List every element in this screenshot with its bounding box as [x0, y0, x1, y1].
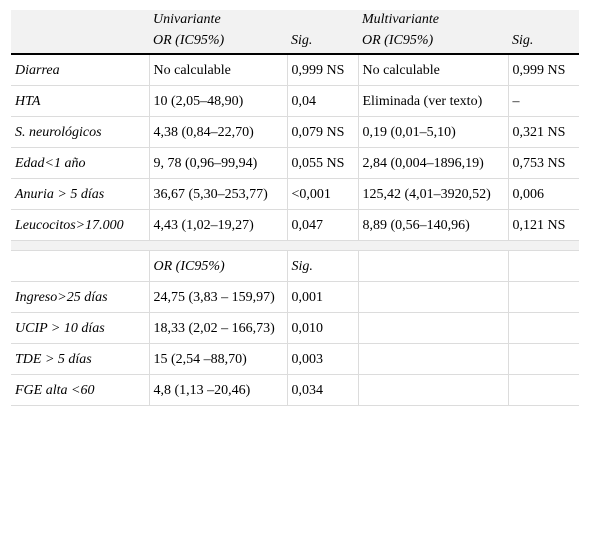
multi-sig-cell: 0,999 NS — [507, 54, 579, 86]
uni-sig-cell: <0,001 — [286, 178, 358, 210]
sig-cell: 0,034 — [286, 374, 358, 406]
sig-cell: 0,010 — [286, 312, 358, 344]
section-gap-row — [11, 240, 579, 251]
uni-sig-cell: 0,079 NS — [286, 116, 358, 148]
gap-cell — [287, 240, 358, 251]
results-table: Univariante Multivariante OR (IC95%) Sig… — [11, 10, 579, 406]
header-empty-cell — [11, 10, 149, 31]
multi-sig-cell: 0,753 NS — [507, 147, 579, 179]
multi-or-cell: 2,84 (0,004–1896,19) — [357, 147, 508, 179]
multi-or-cell: 8,89 (0,56–140,96) — [357, 209, 508, 241]
uni-sig-cell: 0,999 NS — [286, 54, 358, 86]
header-empty-cell — [11, 31, 149, 55]
results-table-container: Univariante Multivariante OR (IC95%) Sig… — [11, 10, 579, 406]
header-uni-sig: Sig. — [287, 31, 358, 55]
multi-sig-cell: 0,321 NS — [507, 116, 579, 148]
table-header: Univariante Multivariante OR (IC95%) Sig… — [11, 10, 579, 55]
empty-cell — [357, 250, 508, 282]
multi-sig-cell: – — [507, 85, 579, 117]
header-row-columns: OR (IC95%) Sig. OR (IC95%) Sig. — [11, 31, 579, 55]
row-label: Anuria > 5 días — [11, 178, 149, 210]
gap-cell — [508, 240, 579, 251]
header-multi-or: OR (IC95%) — [358, 31, 508, 55]
subheader-empty-cell — [11, 250, 149, 282]
multi-sig-cell: 0,121 NS — [507, 209, 579, 241]
empty-cell — [357, 343, 508, 375]
multi-or-cell: 0,19 (0,01–5,10) — [357, 116, 508, 148]
empty-cell — [357, 281, 508, 313]
uni-or-cell: 36,67 (5,30–253,77) — [148, 178, 287, 210]
empty-cell — [507, 374, 579, 406]
header-multivariante: Multivariante — [358, 10, 579, 31]
empty-cell — [357, 374, 508, 406]
table-row: TDE > 5 días 15 (2,54 –88,70) 0,003 — [11, 343, 579, 375]
uni-or-cell: 10 (2,05–48,90) — [148, 85, 287, 117]
multi-or-cell: Eliminada (ver texto) — [357, 85, 508, 117]
empty-cell — [507, 312, 579, 344]
multi-sig-cell: 0,006 — [507, 178, 579, 210]
row-label: S. neurológicos — [11, 116, 149, 148]
header-univariante: Univariante — [149, 10, 358, 31]
row-label: TDE > 5 días — [11, 343, 149, 375]
uni-or-cell: 9, 78 (0,96–99,94) — [148, 147, 287, 179]
uni-sig-cell: 0,04 — [286, 85, 358, 117]
or-cell: 24,75 (3,83 – 159,97) — [148, 281, 287, 313]
or-cell: 4,8 (1,13 –20,46) — [148, 374, 287, 406]
row-label: HTA — [11, 85, 149, 117]
header-row-groups: Univariante Multivariante — [11, 10, 579, 31]
gap-cell — [358, 240, 508, 251]
subheader-or: OR (IC95%) — [148, 250, 287, 282]
empty-cell — [507, 343, 579, 375]
empty-cell — [357, 312, 508, 344]
header-multi-sig: Sig. — [508, 31, 579, 55]
table-row: Ingreso>25 días 24,75 (3,83 – 159,97) 0,… — [11, 281, 579, 313]
multi-or-cell: 125,42 (4,01–3920,52) — [357, 178, 508, 210]
table-body: Diarrea No calculable 0,999 NS No calcul… — [11, 54, 579, 406]
table-row: S. neurológicos 4,38 (0,84–22,70) 0,079 … — [11, 116, 579, 148]
uni-or-cell: 4,43 (1,02–19,27) — [148, 209, 287, 241]
row-label: Leucocitos>17.000 — [11, 209, 149, 241]
subheader-sig: Sig. — [286, 250, 358, 282]
table-row: Anuria > 5 días 36,67 (5,30–253,77) <0,0… — [11, 178, 579, 210]
empty-cell — [507, 281, 579, 313]
table-row: UCIP > 10 días 18,33 (2,02 – 166,73) 0,0… — [11, 312, 579, 344]
empty-cell — [507, 250, 579, 282]
sig-cell: 0,003 — [286, 343, 358, 375]
uni-or-cell: 4,38 (0,84–22,70) — [148, 116, 287, 148]
table-row: Leucocitos>17.000 4,43 (1,02–19,27) 0,04… — [11, 209, 579, 241]
or-cell: 15 (2,54 –88,70) — [148, 343, 287, 375]
row-label: Ingreso>25 días — [11, 281, 149, 313]
uni-sig-cell: 0,055 NS — [286, 147, 358, 179]
header-uni-or: OR (IC95%) — [149, 31, 287, 55]
table-row: Edad<1 año 9, 78 (0,96–99,94) 0,055 NS 2… — [11, 147, 579, 179]
table-row: Diarrea No calculable 0,999 NS No calcul… — [11, 54, 579, 86]
uni-sig-cell: 0,047 — [286, 209, 358, 241]
multi-or-cell: No calculable — [357, 54, 508, 86]
table-row: HTA 10 (2,05–48,90) 0,04 Eliminada (ver … — [11, 85, 579, 117]
gap-cell — [11, 240, 149, 251]
row-label: Diarrea — [11, 54, 149, 86]
table-row: FGE alta <60 4,8 (1,13 –20,46) 0,034 — [11, 374, 579, 406]
sig-cell: 0,001 — [286, 281, 358, 313]
gap-cell — [149, 240, 287, 251]
or-cell: 18,33 (2,02 – 166,73) — [148, 312, 287, 344]
row-label: UCIP > 10 días — [11, 312, 149, 344]
subheader-row: OR (IC95%) Sig. — [11, 250, 579, 282]
row-label: FGE alta <60 — [11, 374, 149, 406]
row-label: Edad<1 año — [11, 147, 149, 179]
uni-or-cell: No calculable — [148, 54, 287, 86]
